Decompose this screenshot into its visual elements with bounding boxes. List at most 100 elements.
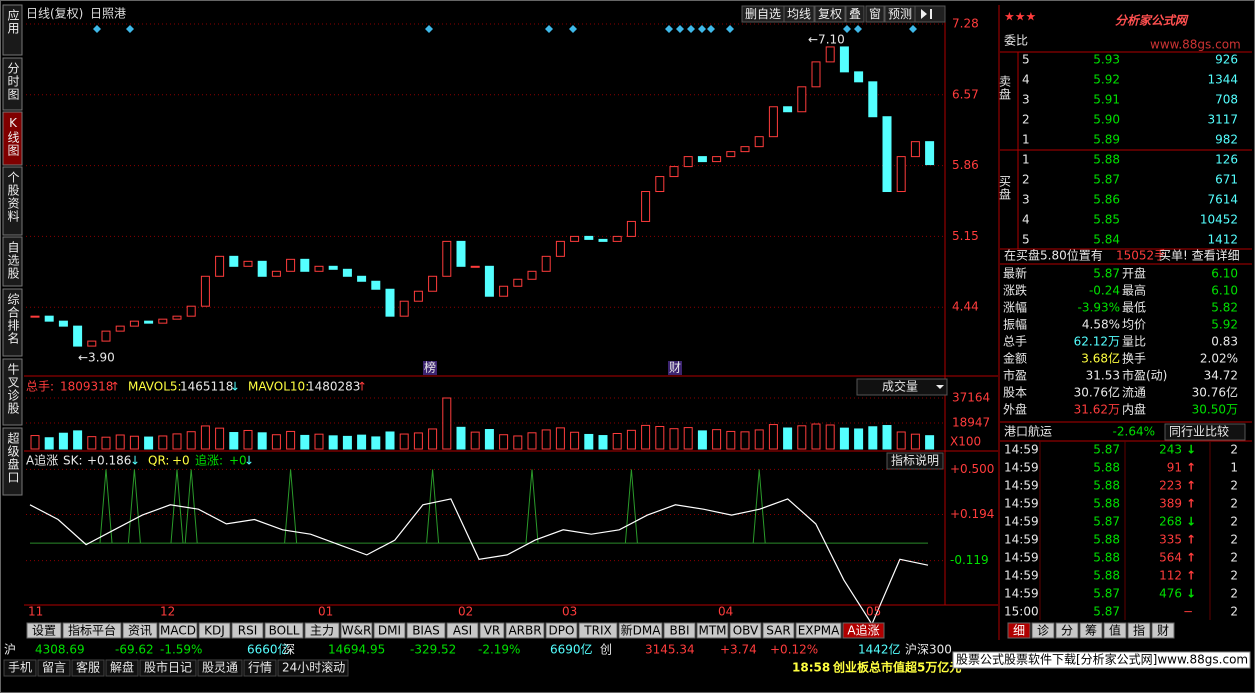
sidebar-tab[interactable] — [2, 288, 23, 357]
volume-bar — [754, 429, 764, 450]
panel-tab-label: 分 — [1061, 624, 1073, 638]
indicator-tab[interactable] — [795, 622, 842, 639]
toolbar-menu-icon — [921, 9, 932, 19]
indicator-tab[interactable] — [264, 622, 304, 639]
panel-tab[interactable] — [1055, 622, 1079, 639]
level-price: 5.89 — [1093, 133, 1120, 147]
indicator-tab[interactable] — [373, 622, 406, 639]
indicator-tab-label: VR — [484, 624, 501, 638]
sidebar-tab[interactable] — [2, 236, 23, 287]
candle — [357, 275, 367, 282]
toolbar-button[interactable] — [814, 5, 846, 23]
level-volume: 3117 — [1207, 113, 1238, 127]
news-link-box[interactable] — [37, 659, 71, 677]
candle — [470, 265, 480, 268]
indicator-tab[interactable] — [505, 622, 545, 639]
tick-count: 2 — [1230, 479, 1238, 493]
stat-value: 30.76亿 — [1192, 385, 1238, 400]
news-link-box[interactable] — [139, 659, 197, 677]
index-quote: 6660亿 — [247, 642, 290, 657]
panel-tab[interactable] — [1151, 622, 1175, 639]
indicator-legend-name: 追涨: — [195, 453, 223, 468]
candle — [825, 46, 835, 63]
period-label: 日线(复权) — [26, 7, 83, 21]
indicator-tab[interactable] — [304, 622, 340, 639]
indicator-tab[interactable] — [62, 622, 122, 639]
panel-tab[interactable] — [1079, 622, 1103, 639]
volume-bar — [328, 435, 338, 450]
volume-legend-value: 1809318 — [60, 380, 113, 394]
tick-time: 14:59 — [1004, 569, 1039, 583]
month-label: 12 — [160, 605, 175, 619]
indicator-tab[interactable] — [696, 622, 729, 639]
news-link-box[interactable] — [71, 659, 105, 677]
candle — [683, 156, 693, 168]
level-volume: 1344 — [1207, 73, 1238, 87]
indicator-selector[interactable] — [856, 378, 948, 396]
news-link-box[interactable] — [243, 659, 277, 677]
stat-value: -0.24 — [1089, 284, 1120, 298]
indicator-tab[interactable] — [231, 622, 264, 639]
tick-volume: 335 — [1159, 533, 1182, 547]
volume-bar — [172, 433, 182, 450]
indicator-tab[interactable] — [545, 622, 578, 639]
indicator-tab[interactable] — [842, 622, 885, 639]
volume-bar — [58, 432, 68, 450]
sidebar-tab[interactable] — [2, 427, 23, 496]
industry-compare-button[interactable] — [1164, 423, 1246, 441]
indicator-tab[interactable] — [578, 622, 618, 639]
candle — [641, 191, 651, 222]
signal-spike — [127, 469, 141, 544]
panel-tab[interactable] — [1031, 622, 1055, 639]
industry-compare-label: 同行业比较 — [1169, 424, 1229, 439]
tick-count: 2 — [1230, 605, 1238, 619]
tick-count: 2 — [1230, 587, 1238, 601]
toolbar-button[interactable] — [845, 5, 865, 23]
level: 2 — [1022, 113, 1030, 127]
tick-count: 1 — [1230, 461, 1238, 475]
indicator-tab[interactable] — [446, 622, 479, 639]
news-link-box[interactable] — [277, 659, 349, 677]
indicator-tab[interactable] — [340, 622, 373, 639]
sidebar-tab-label: 综合排名 — [6, 293, 20, 345]
indicator-tab[interactable] — [122, 622, 158, 639]
candle — [172, 315, 182, 320]
indicator-tab[interactable] — [479, 622, 505, 639]
indicator-tab[interactable] — [729, 622, 762, 639]
candle — [484, 265, 494, 297]
indicator-tab[interactable] — [158, 622, 198, 639]
indicator-tab[interactable] — [198, 622, 231, 639]
panel-tab[interactable] — [1007, 622, 1031, 639]
stat-value: 0.83 — [1211, 335, 1238, 349]
level: 1 — [1022, 133, 1030, 147]
toolbar-button[interactable] — [865, 5, 885, 23]
indicator-tab[interactable] — [618, 622, 663, 639]
stat-label: 内盘 — [1122, 402, 1146, 417]
indicator-tab-label: DMI — [378, 624, 401, 638]
indicator-tab[interactable] — [663, 622, 696, 639]
news-link-box[interactable] — [3, 659, 37, 677]
news-link: 解盘 — [110, 660, 134, 675]
sidebar-tab[interactable] — [2, 4, 23, 56]
indicator-tab[interactable] — [406, 622, 446, 639]
indicator-tab[interactable] — [762, 622, 795, 639]
stat-value: 5.87 — [1093, 267, 1120, 281]
stat-label: 均价 — [1122, 318, 1146, 332]
news-link-box[interactable] — [105, 659, 139, 677]
news-link-box[interactable] — [197, 659, 243, 677]
candle — [257, 260, 267, 277]
toolbar-button[interactable] — [783, 5, 815, 23]
indicator-tab[interactable] — [26, 622, 62, 639]
panel-tab[interactable] — [1127, 622, 1151, 639]
candle — [385, 288, 395, 317]
stat-label: 流通 — [1122, 386, 1146, 400]
level-volume: 1412 — [1207, 233, 1238, 247]
level-price: 5.86 — [1093, 193, 1120, 207]
candle — [854, 71, 864, 83]
sidebar-tab[interactable] — [2, 166, 23, 236]
sidebar-tab[interactable] — [2, 111, 23, 166]
volume-bar — [882, 425, 892, 450]
panel-tab[interactable] — [1103, 622, 1127, 639]
sidebar-tab[interactable] — [2, 358, 23, 426]
sidebar-tab[interactable] — [2, 57, 23, 111]
